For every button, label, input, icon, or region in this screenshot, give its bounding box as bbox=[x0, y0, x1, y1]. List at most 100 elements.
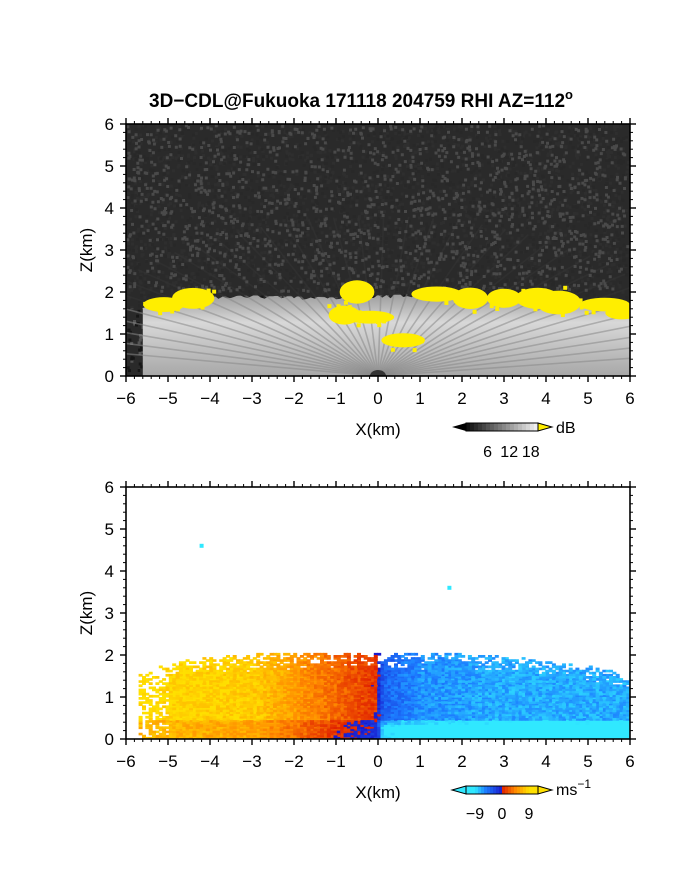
velocity-cells bbox=[407, 707, 415, 717]
colorbar-unit: dB bbox=[556, 420, 576, 437]
high-intensity-pixel bbox=[560, 313, 565, 318]
velocity-cells bbox=[457, 722, 462, 725]
colorbar-frame bbox=[465, 785, 539, 795]
velocity-cells bbox=[363, 734, 368, 738]
velocity-cells bbox=[387, 690, 392, 694]
high-intensity-pixel bbox=[212, 289, 217, 294]
colorbar-over-arrow bbox=[537, 785, 554, 795]
high-intensity-pixel bbox=[206, 288, 211, 293]
high-intensity-pixel bbox=[356, 315, 361, 320]
velocity-cells bbox=[316, 682, 321, 685]
velocity-cells bbox=[373, 711, 382, 727]
high-intensity-pixel bbox=[584, 310, 589, 315]
high-intensity-pixel bbox=[436, 290, 441, 295]
x-tick-label: 6 bbox=[625, 389, 634, 408]
velocity-cells bbox=[451, 720, 456, 723]
velocity-cells bbox=[323, 659, 348, 681]
velocity-cells bbox=[414, 655, 620, 721]
high-intensity-pixel bbox=[622, 311, 627, 316]
high-intensity-pixel bbox=[591, 310, 596, 315]
velocity-cells bbox=[387, 676, 398, 696]
velocity-cells bbox=[370, 703, 382, 717]
velocity-cells bbox=[148, 667, 294, 736]
colorbar-cell bbox=[518, 423, 523, 431]
x-tick-label: 5 bbox=[583, 752, 592, 771]
velocity-cells bbox=[390, 724, 395, 727]
high-intensity-pixel bbox=[609, 308, 614, 313]
velocity-panel: −6 −5 −4 −3 −2 −1 0 1 2 3 4 5 6 0 1 2 3 4 5 6 X(km) Z(km) −9 0 9… bbox=[77, 478, 636, 823]
high-intensity-pixel bbox=[641, 318, 645, 322]
noise-speckle-upper bbox=[126, 124, 630, 293]
high-intensity-pixel bbox=[376, 320, 381, 325]
colorbar-cell bbox=[472, 786, 476, 794]
velocity-cells bbox=[464, 663, 469, 667]
x-tick-label: −3 bbox=[242, 389, 261, 408]
colorbar-cell bbox=[499, 786, 503, 794]
velocity-cells bbox=[336, 663, 372, 727]
x-tick-label: −3 bbox=[242, 752, 261, 771]
high-intensity-pixel bbox=[350, 314, 355, 319]
high-intensity-pixel bbox=[578, 298, 583, 303]
colorbar-under-arrow bbox=[452, 423, 466, 431]
y-tick-label: 5 bbox=[105, 520, 114, 539]
high-intensity-blob bbox=[486, 288, 522, 308]
velocity-cells bbox=[373, 667, 382, 679]
x-tick-label: 1 bbox=[415, 752, 424, 771]
colorbar-tick-label: −9 bbox=[466, 806, 484, 823]
high-intensity-pixel bbox=[343, 300, 348, 305]
velocity-cells bbox=[363, 678, 375, 711]
high-intensity-blob bbox=[345, 310, 395, 324]
high-intensity-blob bbox=[605, 306, 630, 320]
beam-ray bbox=[126, 352, 379, 376]
origin-marker bbox=[370, 370, 386, 376]
high-intensity-pixel bbox=[180, 298, 185, 303]
high-intensity-pixel bbox=[472, 309, 477, 314]
colorbar-cell bbox=[493, 786, 497, 794]
velocity-cells bbox=[343, 667, 378, 732]
high-intensity-pixel bbox=[170, 309, 175, 314]
velocity-cells bbox=[346, 701, 355, 711]
high-intensity-pixel bbox=[641, 308, 645, 312]
velocity-cells bbox=[313, 665, 348, 706]
velocity-cells bbox=[367, 732, 372, 736]
high-intensity-pixel bbox=[417, 339, 422, 344]
high-intensity-pixel bbox=[603, 307, 608, 312]
y-tick-label: 3 bbox=[105, 604, 114, 623]
y-axis-label: Z(km) bbox=[77, 228, 96, 272]
velocity-cells bbox=[387, 697, 402, 713]
x-tick-label: −2 bbox=[284, 389, 303, 408]
velocity-cells bbox=[373, 728, 378, 732]
x-tick-label: 5 bbox=[583, 389, 592, 408]
velocity-cells bbox=[397, 655, 415, 688]
high-intensity-pixel bbox=[200, 305, 205, 310]
velocity-cells bbox=[457, 657, 613, 721]
colorbar-cell bbox=[490, 786, 494, 794]
colorbar-cell bbox=[523, 786, 527, 794]
high-intensity-pixel bbox=[337, 305, 342, 310]
velocity-cells bbox=[293, 655, 358, 736]
high-intensity-blob bbox=[143, 297, 185, 313]
x-tick-label: 0 bbox=[373, 389, 382, 408]
velocity-cells bbox=[195, 655, 318, 738]
high-intensity-pixel bbox=[538, 301, 543, 306]
colorbar-cell bbox=[526, 786, 530, 794]
velocity-cells bbox=[346, 722, 375, 736]
high-intensity-pixel bbox=[412, 348, 417, 353]
colorbar-cell bbox=[478, 423, 483, 431]
colorbar-cell bbox=[511, 786, 515, 794]
high-intensity-pixel bbox=[542, 304, 547, 309]
beam-ray bbox=[126, 320, 379, 376]
velocity-cells bbox=[380, 686, 385, 690]
velocity-cells bbox=[363, 663, 368, 667]
velocity-cells bbox=[343, 659, 378, 711]
colorbar-tick-label: 9 bbox=[525, 806, 534, 823]
x-tick-label: −1 bbox=[326, 752, 345, 771]
colorbar-cell bbox=[506, 423, 511, 431]
high-intensity-pixel bbox=[327, 304, 332, 309]
high-intensity-blob bbox=[339, 280, 375, 304]
colorbar-cell bbox=[505, 786, 509, 794]
high-intensity-pixel bbox=[354, 281, 359, 286]
colorbar: 6 12 18 dB bbox=[452, 420, 576, 461]
high-intensity-pixel bbox=[462, 293, 467, 298]
colorbar-cell bbox=[502, 423, 507, 431]
